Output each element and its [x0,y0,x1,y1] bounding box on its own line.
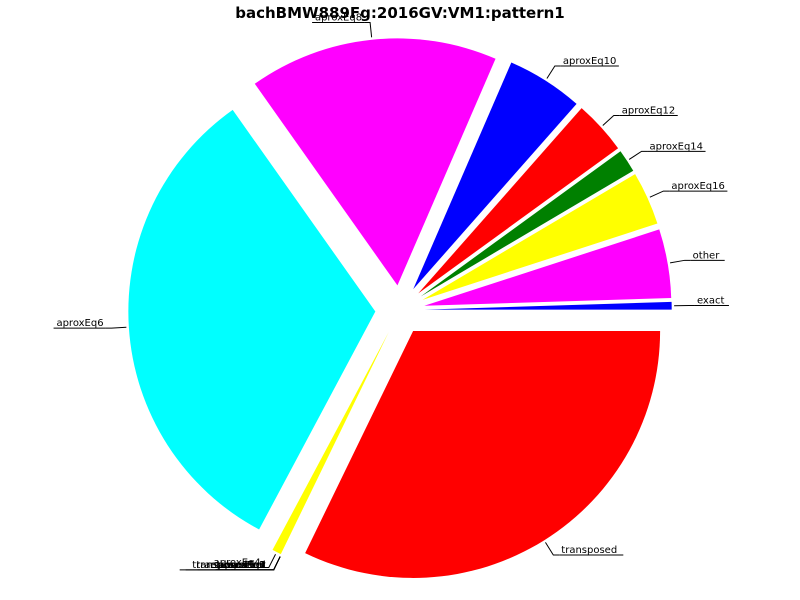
slice-label-retrograded: retrograded [206,560,265,571]
label-leader-aproxeq4 [262,554,276,568]
pie-slice-aproxeq14 [420,151,634,297]
label-leader-aproxeq1 [267,556,281,571]
slice-label-aproxeq8: aproxEq8 [315,13,362,24]
chart-title: bachBMW889Fg:2016GV:VM1:pattern1 [235,4,564,22]
label-leader-other [670,259,691,264]
pie-slice-other [424,229,672,306]
slice-label-aproxeq2: aproxEq2 [219,560,266,571]
slice-label-other: other [693,250,721,261]
slice-label-aproxeq16: aproxEq16 [671,181,725,192]
label-leader-aproxeq2 [267,556,281,571]
label-leader-aproxeq10 [546,65,561,79]
label-leader-aproxeq8 [364,22,373,38]
pie-slices [128,38,672,578]
pie-slice-transposed [305,330,661,578]
label-leader-transposed-ret [267,556,281,571]
label-leader-transposed [545,542,560,556]
pie-slice-aproxeq12 [418,108,619,294]
slice-label-aproxeq3: aproxEq3 [219,560,266,571]
pie-slice-exact [424,301,672,310]
slice-label-aproxeq10: aproxEq10 [563,56,617,67]
slice-label-aproxeq6: aproxEq6 [56,318,103,329]
slice-label-aproxeq12: aproxEq12 [622,106,676,117]
label-leader-inverted [267,556,281,571]
pie-slice-aproxeq16 [422,174,658,300]
pie-slice-aproxeq10 [413,62,577,290]
label-leader-tranposed-inv [267,556,281,571]
slice-label-inverted: inverted [224,560,266,571]
slice-label-exact: exact [697,295,725,306]
label-leader-retrograded [267,556,281,571]
label-leader-aproxeq16 [649,190,670,198]
label-leader-aproxeq12 [602,115,620,126]
pie-slice-aproxeq6 [128,109,376,530]
pie-labels: exact other aproxEq16 aproxEq14 aproxEq12 apr… [53,13,729,571]
pie-slice-aproxeq4 [272,332,389,555]
slice-label-tranposed-inv: tranposed-inv [196,560,265,571]
label-leader-aproxeq6 [105,326,127,329]
pie-slice-aproxeq8 [254,38,496,286]
slice-label-aproxeq1: aproxEq1 [219,560,266,571]
slice-label-transposed: transposed [561,545,617,556]
slice-label-aproxeq4: aproxEq4 [214,557,261,568]
slice-label-aproxeq14: aproxEq14 [650,141,704,152]
label-leader-aproxeq3 [267,556,281,571]
label-leader-aproxeq14 [628,150,648,160]
slice-label-transposed-ret: transposed-ret [192,560,266,571]
